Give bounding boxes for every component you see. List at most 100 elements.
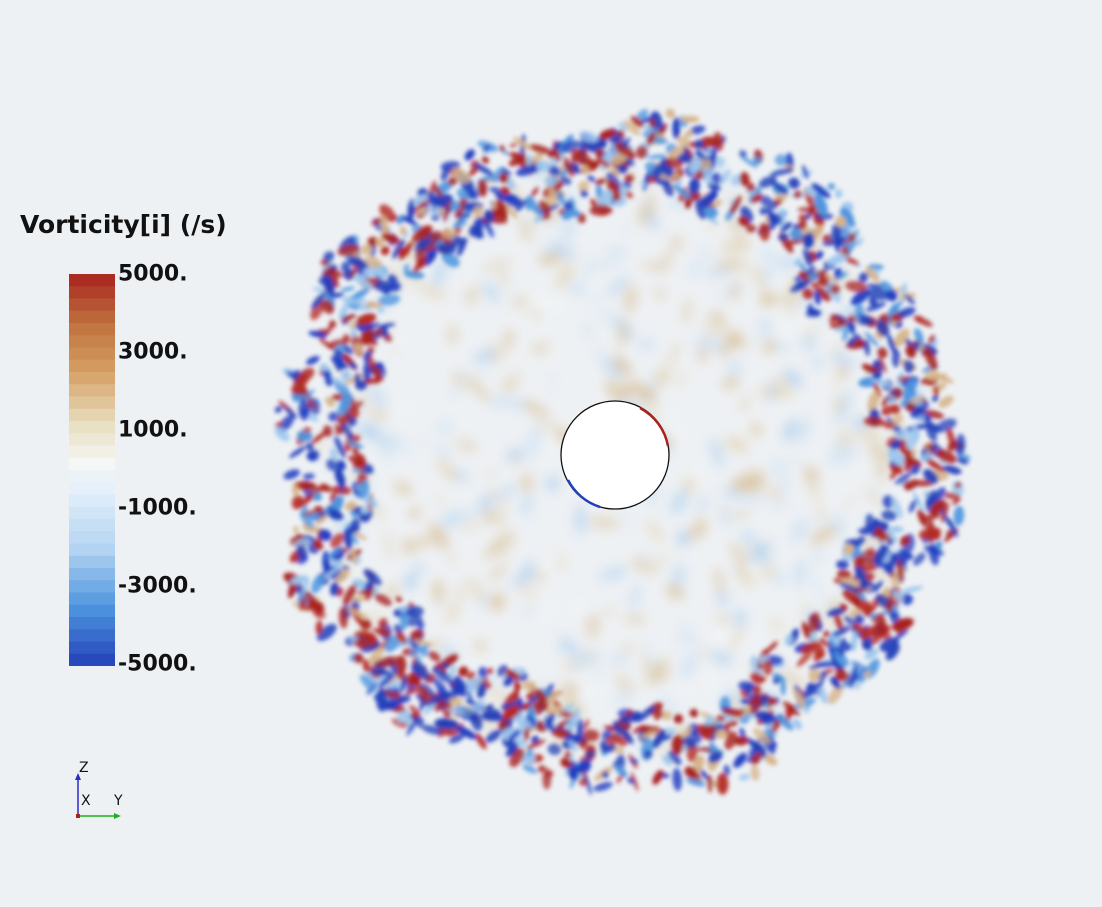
ring-eddy bbox=[448, 734, 465, 744]
ring-eddy bbox=[802, 288, 814, 300]
ring-eddy bbox=[671, 734, 684, 755]
inner-eddy bbox=[802, 598, 808, 622]
ring-eddy bbox=[752, 685, 762, 695]
ring-eddy bbox=[815, 213, 834, 220]
ring-eddy bbox=[544, 175, 556, 187]
ring-eddy bbox=[415, 249, 427, 268]
inner-eddy bbox=[730, 542, 747, 565]
inner-eddy bbox=[447, 390, 464, 396]
inner-eddy bbox=[487, 689, 511, 701]
inner-eddy bbox=[720, 240, 753, 252]
ring-eddy bbox=[342, 334, 350, 346]
inner-eddy bbox=[612, 355, 633, 376]
inner-eddy bbox=[759, 292, 777, 306]
ring-eddy bbox=[464, 149, 475, 161]
inner-eddy bbox=[837, 356, 859, 369]
ring-eddy bbox=[274, 421, 283, 428]
ring-eddy bbox=[578, 739, 588, 749]
ring-eddy bbox=[839, 603, 848, 611]
ring-eddy bbox=[451, 682, 466, 692]
inner-eddy bbox=[659, 693, 679, 716]
ring-eddy bbox=[871, 630, 881, 638]
inner-eddy bbox=[505, 447, 527, 461]
ring-eddy bbox=[813, 651, 824, 662]
inner-eddy bbox=[542, 248, 551, 257]
inner-eddy bbox=[522, 400, 550, 418]
ring-eddy bbox=[391, 718, 409, 728]
ring-eddy bbox=[739, 150, 747, 158]
inner-eddy bbox=[868, 442, 883, 457]
ring-eddy bbox=[636, 705, 656, 722]
inner-eddy bbox=[665, 584, 685, 600]
ring-eddy bbox=[378, 294, 401, 306]
ring-eddy bbox=[909, 397, 924, 403]
ring-eddy bbox=[924, 348, 938, 371]
ring-eddy bbox=[780, 221, 792, 232]
ring-eddy bbox=[835, 271, 848, 281]
ring-eddy bbox=[912, 491, 924, 511]
inner-eddy bbox=[733, 609, 747, 626]
inner-eddy bbox=[659, 247, 673, 271]
inner-eddy bbox=[635, 176, 646, 183]
inner-eddy bbox=[534, 294, 563, 312]
ring-eddy bbox=[466, 671, 476, 681]
ring-eddy bbox=[367, 237, 378, 247]
ring-eddy bbox=[668, 750, 682, 766]
ring-eddy bbox=[584, 774, 592, 796]
ring-eddy bbox=[359, 619, 372, 631]
ring-eddy bbox=[350, 546, 358, 565]
ring-eddy bbox=[326, 458, 337, 471]
ring-eddy bbox=[455, 705, 472, 716]
colorbar-band bbox=[69, 580, 115, 594]
inner-eddy bbox=[797, 416, 809, 445]
ring-eddy bbox=[495, 192, 518, 203]
inner-eddy bbox=[632, 556, 645, 570]
ring-eddy bbox=[359, 674, 377, 692]
ring-eddy bbox=[838, 637, 847, 657]
inner-eddy bbox=[429, 523, 449, 550]
ring-eddy bbox=[693, 755, 705, 773]
ring-eddy bbox=[758, 194, 778, 210]
ring-eddy bbox=[892, 629, 909, 641]
colorbar-tick-3000: 3000. bbox=[118, 339, 188, 365]
inner-eddy bbox=[356, 423, 381, 438]
inner-eddy bbox=[850, 426, 877, 445]
ring-eddy bbox=[416, 685, 432, 704]
ring-eddy bbox=[894, 472, 913, 485]
inner-eddy bbox=[464, 375, 479, 390]
ring-eddy bbox=[844, 615, 857, 626]
inner-eddy bbox=[459, 372, 469, 378]
ring-eddy bbox=[374, 368, 382, 385]
inner-eddy bbox=[573, 667, 592, 678]
ring-eddy bbox=[417, 621, 425, 629]
ring-eddy bbox=[772, 672, 786, 682]
inner-eddy bbox=[744, 525, 753, 539]
ring-eddy bbox=[853, 555, 868, 567]
ring-eddy bbox=[890, 439, 902, 450]
ring-eddy bbox=[867, 264, 884, 270]
ring-eddy bbox=[441, 662, 450, 669]
colorbar-band bbox=[69, 286, 115, 300]
inner-eddy bbox=[490, 592, 505, 612]
inner-eddy bbox=[630, 584, 640, 610]
ring-eddy bbox=[486, 667, 493, 675]
ring-eddy bbox=[782, 701, 801, 716]
ring-eddy bbox=[837, 569, 851, 579]
inner-eddy bbox=[638, 339, 654, 351]
inner-eddy bbox=[585, 612, 600, 639]
inner-eddy bbox=[592, 659, 607, 689]
inner-eddy bbox=[584, 325, 593, 335]
ring-eddy bbox=[344, 501, 357, 511]
ring-eddy bbox=[547, 165, 561, 176]
ring-eddy bbox=[311, 291, 326, 310]
inner-eddy bbox=[535, 568, 544, 584]
ring-eddy bbox=[630, 758, 639, 764]
inner-eddy bbox=[697, 245, 715, 262]
ring-eddy bbox=[733, 752, 747, 768]
inner-eddy bbox=[499, 545, 509, 558]
ring-eddy bbox=[360, 332, 378, 346]
ring-eddy bbox=[952, 496, 962, 506]
ring-eddy bbox=[873, 545, 889, 565]
inner-eddy bbox=[875, 570, 887, 583]
